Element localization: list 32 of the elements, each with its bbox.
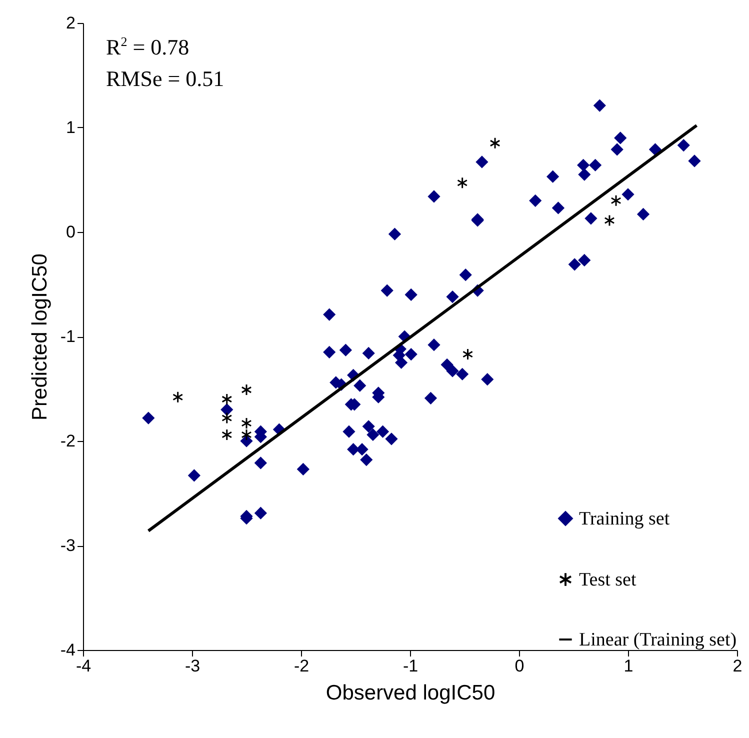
point <box>610 194 622 207</box>
y-tick-label: 1 <box>66 118 76 137</box>
point <box>241 417 252 430</box>
legend-label: Linear (Training set) <box>579 630 737 650</box>
legend-label: Training set <box>579 508 670 530</box>
point <box>241 428 252 441</box>
x-axis-title: Observed logIC50 <box>326 682 496 704</box>
point <box>604 214 615 226</box>
x-tick-label: 2 <box>732 656 742 676</box>
point <box>490 137 500 150</box>
annotation: RMSe = 0.51 <box>106 65 224 94</box>
point <box>241 384 252 396</box>
y-tick-label: -2 <box>60 432 76 450</box>
y-tick-label: -4 <box>60 640 76 660</box>
y-tick-label: -3 <box>60 536 76 555</box>
y-tick-label: 0 <box>66 222 76 242</box>
point <box>172 391 184 404</box>
point <box>222 412 232 424</box>
x-tick-label: -3 <box>184 656 200 676</box>
x-tick-label: 1 <box>624 656 634 676</box>
point <box>222 428 232 441</box>
point <box>222 393 232 406</box>
y-axis-title: Predicted logIC50 <box>28 254 52 420</box>
legend-label: Test set <box>579 570 637 590</box>
x-tick-label: 0 <box>514 656 524 676</box>
point <box>462 348 474 360</box>
annotation: R$^{2}$ = 0.78 <box>106 33 190 62</box>
y-tick-label: 2 <box>66 14 76 32</box>
point <box>457 176 468 189</box>
x-tick-label: -1 <box>402 656 418 676</box>
y-tick-label: -1 <box>60 327 76 346</box>
x-tick-label: -2 <box>294 656 310 676</box>
